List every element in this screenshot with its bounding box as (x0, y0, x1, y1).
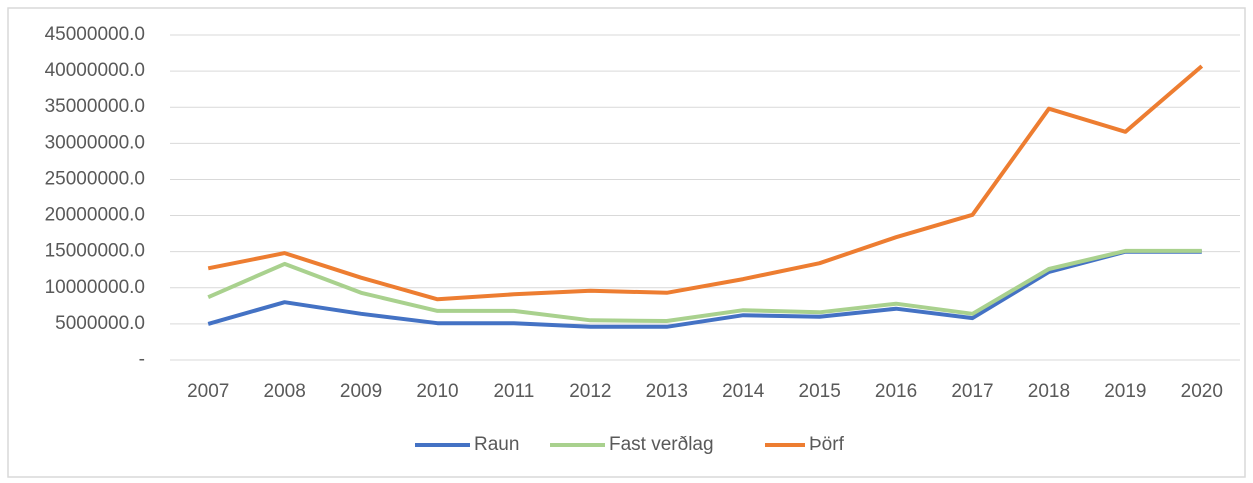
x-tick-label: 2013 (646, 381, 688, 402)
y-tick-label: 20000000.0 (45, 205, 145, 226)
x-tick-label: 2008 (264, 381, 306, 402)
x-tick-label: 2020 (1181, 381, 1223, 402)
x-tick-label: 2018 (1028, 381, 1070, 402)
y-tick-label: - (139, 349, 145, 370)
series-line (207, 249, 1202, 329)
series-line (207, 248, 1202, 323)
x-tick-label: 2014 (722, 381, 765, 402)
series-line (207, 64, 1204, 302)
legend-label: Þörf (809, 434, 845, 455)
x-tick-label: 2009 (340, 381, 382, 402)
x-tick-label: 2016 (875, 381, 917, 402)
y-tick-label: 15000000.0 (45, 241, 145, 262)
y-tick-label: 5000000.0 (55, 313, 145, 334)
y-tick-label: 10000000.0 (45, 277, 145, 298)
x-tick-label: 2010 (416, 381, 458, 402)
legend-label: Raun (474, 434, 519, 455)
y-tick-label: 35000000.0 (45, 96, 145, 117)
chart-border (7, 7, 1246, 478)
x-tick-label: 2007 (187, 381, 229, 402)
legend-label: Fast verðlag (609, 434, 714, 455)
x-tick-label: 2012 (569, 381, 611, 402)
y-tick-label: 30000000.0 (45, 132, 145, 153)
x-tick-label: 2019 (1104, 381, 1146, 402)
y-tick-label: 25000000.0 (45, 168, 145, 189)
y-tick-label: 40000000.0 (45, 60, 145, 81)
x-tick-label: 2017 (951, 381, 993, 402)
x-tick-label: 2015 (799, 381, 841, 402)
y-tick-label: 45000000.0 (45, 24, 145, 45)
x-tick-label: 2011 (493, 381, 534, 402)
